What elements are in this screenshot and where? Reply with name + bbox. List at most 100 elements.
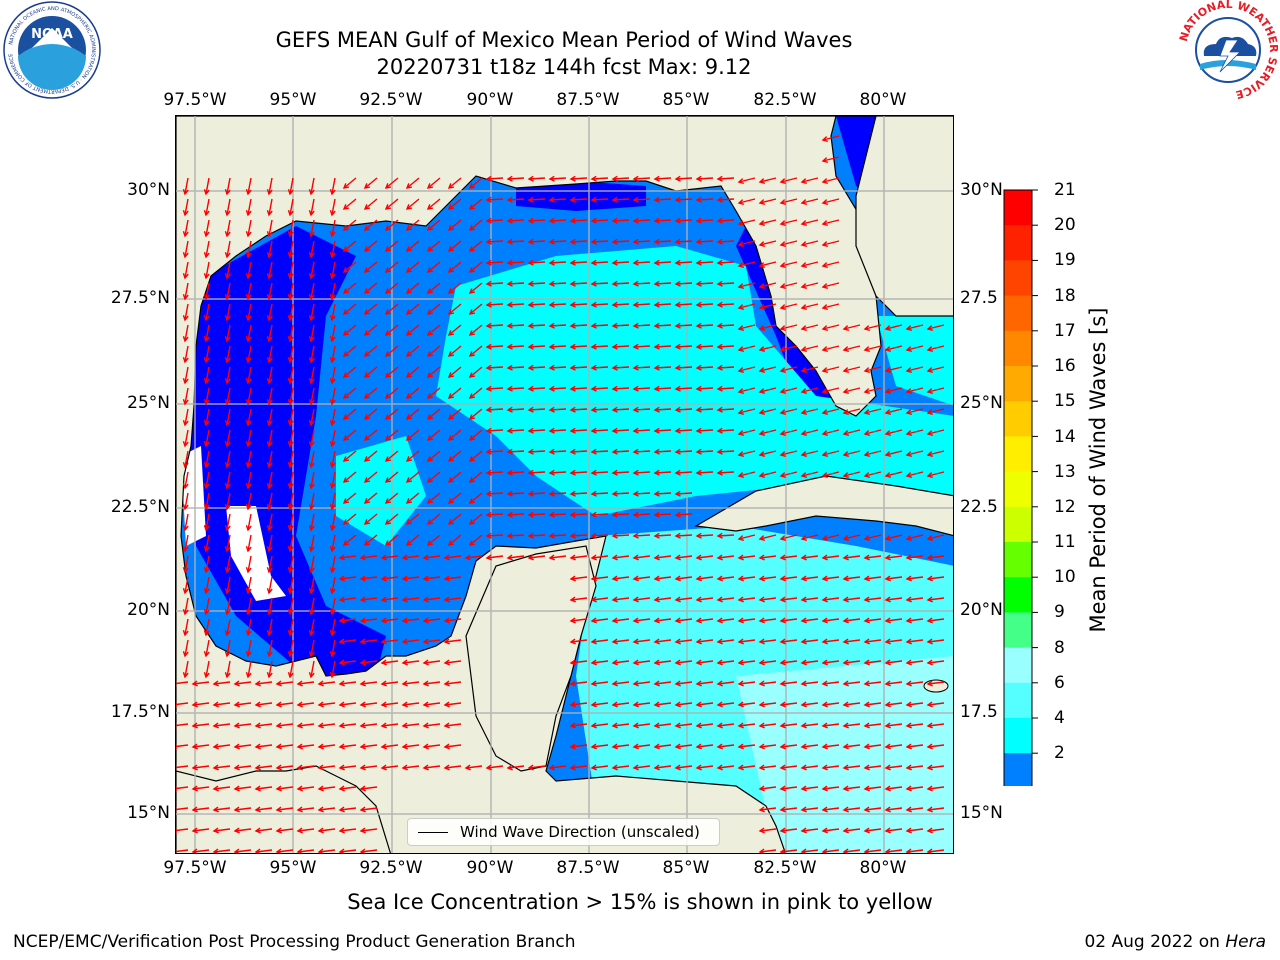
wind-wave-arrow	[339, 828, 357, 832]
wind-wave-arrow	[247, 534, 252, 552]
wind-wave-arrow-head	[611, 238, 618, 245]
wind-wave-arrow-head	[224, 483, 231, 490]
wind-wave-arrow	[759, 240, 777, 246]
wind-wave-arrow	[268, 450, 273, 468]
wind-wave-arrow	[205, 471, 210, 489]
wind-wave-arrow-head	[363, 225, 371, 231]
wind-wave-arrow-head	[384, 393, 392, 399]
wind-wave-arrow-head	[674, 301, 681, 308]
wind-wave-arrow-head	[182, 378, 189, 385]
wind-wave-arrow-head	[506, 554, 513, 561]
wind-wave-arrow	[570, 660, 588, 664]
wind-wave-arrow	[738, 744, 756, 748]
wind-wave-arrow	[339, 765, 357, 769]
wind-wave-arrow	[717, 240, 735, 243]
wind-wave-arrow-head	[590, 743, 597, 750]
wind-wave-arrow-head	[191, 848, 198, 853]
wind-wave-arrow-head	[296, 848, 303, 853]
wind-wave-arrow-head	[329, 546, 336, 553]
wind-wave-arrow	[675, 639, 693, 643]
wind-wave-arrow-head	[842, 764, 849, 771]
wind-wave-arrow	[633, 513, 651, 516]
wind-wave-arrow-head	[308, 441, 315, 448]
wind-wave-arrow-head	[674, 490, 681, 497]
wind-wave-arrow	[184, 387, 189, 405]
wind-wave-arrow	[654, 618, 672, 622]
wind-wave-arrow-head	[447, 372, 455, 378]
wind-wave-arrow-head	[485, 469, 492, 476]
wind-wave-arrow-head	[359, 743, 366, 750]
wind-wave-arrow	[801, 765, 819, 769]
wind-wave-arrow-head	[737, 178, 745, 184]
wind-wave-arrow-head	[405, 183, 413, 189]
wind-wave-arrow-head	[275, 680, 282, 687]
wind-wave-arrow	[310, 324, 315, 342]
wind-wave-arrow	[234, 681, 252, 685]
wind-wave-arrow-head	[203, 420, 210, 427]
wind-wave-arrow-head	[527, 217, 534, 224]
wind-wave-arrow	[612, 303, 630, 306]
wind-wave-arrow-head	[779, 680, 786, 687]
wind-wave-arrow-head	[224, 630, 231, 637]
wind-wave-arrow-head	[447, 498, 455, 504]
wind-wave-arrow	[247, 198, 252, 216]
wind-wave-arrow	[184, 303, 189, 321]
wind-wave-arrow	[906, 618, 924, 622]
wind-wave-arrow-head	[842, 554, 849, 561]
wind-wave-arrow-head	[384, 351, 392, 357]
wind-wave-arrow-head	[287, 273, 294, 280]
wind-wave-arrow-head	[447, 414, 455, 420]
wind-wave-arrow-head	[426, 351, 434, 357]
wind-wave-arrow	[406, 219, 420, 231]
wind-wave-arrow-head	[800, 575, 807, 582]
wind-wave-arrow	[612, 345, 630, 348]
wind-wave-arrow-head	[287, 189, 294, 196]
wind-wave-arrow-head	[842, 596, 849, 603]
wind-wave-arrow-head	[338, 575, 345, 582]
wind-wave-arrow-head	[821, 178, 829, 184]
wind-wave-arrow	[591, 744, 609, 748]
wind-wave-arrow	[864, 681, 882, 685]
wind-wave-arrow	[885, 471, 903, 477]
wind-wave-arrow-head	[695, 259, 702, 266]
wind-wave-arrow	[385, 534, 399, 546]
wind-wave-arrow	[469, 282, 483, 294]
wind-wave-arrow	[738, 702, 756, 706]
wind-wave-arrow-head	[329, 462, 336, 469]
wind-wave-arrow	[289, 450, 294, 468]
wind-wave-arrow-head	[527, 511, 534, 518]
wind-wave-arrow-head	[653, 448, 660, 455]
wind-wave-arrow	[289, 492, 294, 510]
wind-wave-arrow-head	[447, 435, 455, 441]
wind-wave-arrow-head	[401, 575, 408, 582]
wind-wave-arrow	[247, 303, 252, 321]
wind-wave-arrow	[612, 492, 630, 495]
wind-wave-arrow	[486, 765, 504, 769]
wind-wave-arrow	[717, 681, 735, 685]
wind-wave-arrow	[318, 828, 336, 832]
wind-wave-arrow-head	[224, 336, 231, 343]
wind-wave-arrow	[423, 639, 441, 643]
wind-wave-arrow	[427, 282, 441, 294]
wind-wave-arrow-head	[695, 680, 702, 687]
wind-wave-arrow-head	[342, 372, 350, 378]
wind-wave-arrow	[801, 576, 819, 580]
wind-wave-arrow-head	[447, 204, 455, 210]
colorbar-tick: 10	[1054, 567, 1076, 587]
wind-wave-arrow	[247, 387, 252, 405]
wind-wave-arrow	[780, 702, 798, 706]
wind-wave-arrow-head	[447, 456, 455, 462]
wind-wave-arrow	[738, 303, 756, 309]
wind-wave-arrow-head	[653, 722, 660, 729]
wind-wave-arrow-head	[905, 535, 913, 541]
wind-wave-arrow	[268, 408, 273, 426]
wind-wave-arrow	[864, 555, 882, 559]
wind-wave-arrow	[927, 366, 945, 372]
wind-wave-arrow	[801, 618, 819, 622]
wind-wave-arrow-head	[863, 575, 870, 582]
wind-wave-arrow	[406, 534, 420, 546]
wind-wave-arrow	[801, 345, 819, 351]
wind-wave-arrow-head	[674, 406, 681, 413]
wind-wave-arrow-head	[527, 175, 534, 182]
wind-wave-arrow	[927, 849, 945, 853]
